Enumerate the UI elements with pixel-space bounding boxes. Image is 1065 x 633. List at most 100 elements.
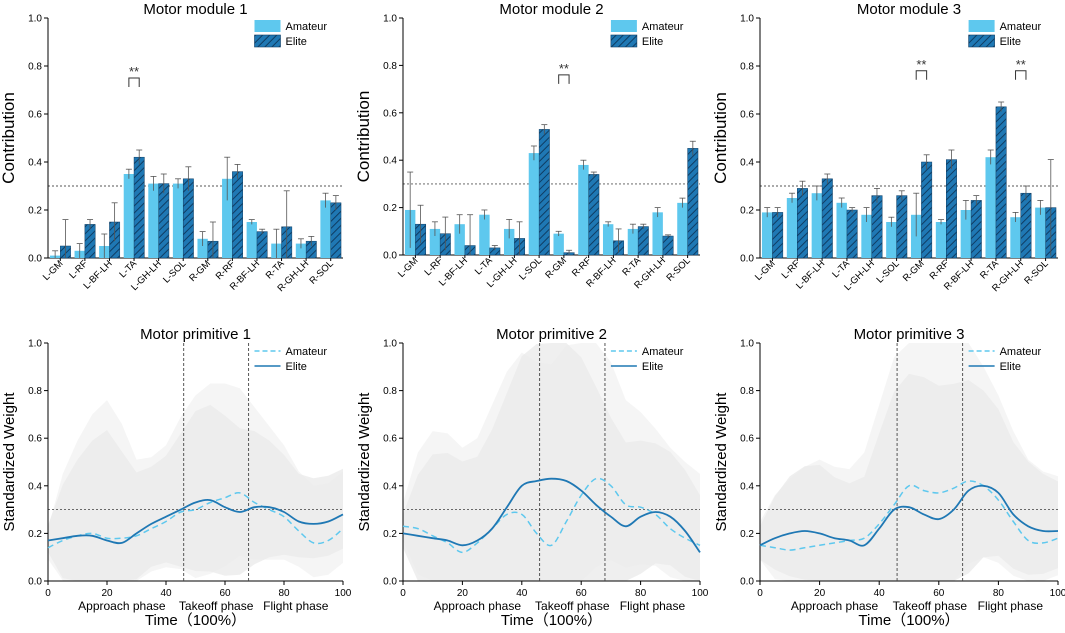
y-tick-label: 0.4 <box>383 481 397 492</box>
legend-swatch-amateur <box>968 20 995 32</box>
bar-elite <box>772 212 784 259</box>
significance-label: ** <box>129 64 139 79</box>
y-axis-label: Contribution <box>711 92 730 184</box>
bar-amateur <box>222 178 233 258</box>
bar-amateur <box>1010 217 1021 258</box>
x-axis-label: Time（100%） <box>858 612 959 628</box>
bar-elite <box>662 235 674 256</box>
x-category-label: L-GM <box>396 255 421 280</box>
x-tick-label: 0 <box>757 588 763 599</box>
x-tick-label: 60 <box>219 588 231 599</box>
bar-amateur <box>528 153 540 255</box>
legend-label-amateur: Amateur <box>1000 346 1042 358</box>
bar-elite <box>687 148 699 256</box>
x-category-label: R-SOL <box>308 258 336 286</box>
variability-band-elite <box>760 373 1058 581</box>
bar-amateur <box>320 200 331 258</box>
bar-amateur <box>935 222 947 258</box>
significance-bracket <box>128 77 140 87</box>
legend-label-amateur: Amateur <box>1000 21 1042 33</box>
y-tick-label: 0.4 <box>383 156 397 167</box>
phase-label: Flight phase <box>978 599 1044 613</box>
series-line-amateur <box>47 492 344 549</box>
x-axis-label: Time（100%） <box>501 612 602 628</box>
series-line-elite <box>47 499 344 545</box>
bar-amateur <box>295 243 307 258</box>
bar-elite <box>330 202 342 259</box>
x-tick-label: 40 <box>874 588 886 599</box>
line-chart-panel: 0.0 0.2 0.4 0.6 0.8 1.0 Motor primitive 1 0 20 40… <box>1 326 352 629</box>
legend-swatch-amateur <box>254 20 281 32</box>
bar-amateur <box>985 157 996 258</box>
significance-bracket <box>1015 70 1027 80</box>
x-category-label: L-SOL <box>161 258 188 285</box>
y-tick-label: 0.0 <box>383 251 397 262</box>
x-category-label: R-GM <box>187 258 213 284</box>
bar-elite <box>133 156 145 259</box>
legend-label-amateur: Amateur <box>642 21 684 33</box>
x-tick-label: 0 <box>400 588 406 599</box>
x-tick-label: 60 <box>933 588 945 599</box>
bar-elite <box>232 171 243 259</box>
bar-elite <box>538 129 550 256</box>
bar-elite <box>896 195 908 259</box>
bar-amateur <box>836 202 847 258</box>
y-tick-label: 0.6 <box>740 434 754 445</box>
bar-amateur <box>578 164 589 255</box>
bar-amateur <box>148 183 159 258</box>
chart-title: Motor primitive 3 <box>854 326 965 343</box>
x-tick-label: 100 <box>1050 588 1065 599</box>
legend-label-amateur: Amateur <box>642 346 684 358</box>
bar-amateur <box>960 210 972 258</box>
phase-label: Flight phase <box>620 599 686 613</box>
significance-label: ** <box>559 61 569 76</box>
y-tick-label: 0.2 <box>383 203 397 214</box>
y-tick-label: 0.8 <box>740 386 754 397</box>
bar-amateur <box>429 228 441 255</box>
bar-amateur <box>602 224 614 255</box>
series-line-elite <box>759 484 1059 547</box>
x-category-label: L-GM <box>41 258 66 283</box>
x-tick-label: 80 <box>278 588 290 599</box>
bar-elite <box>256 231 268 259</box>
phase-label: Takeoff phase <box>893 599 968 613</box>
bar-amateur <box>503 228 515 255</box>
y-tick-label: 0.6 <box>740 110 754 121</box>
y-tick-label: 0.4 <box>28 158 42 169</box>
x-tick-label: 40 <box>516 588 528 599</box>
x-tick-label: 80 <box>993 588 1005 599</box>
y-tick-label: 0.0 <box>28 254 42 265</box>
legend-swatch-amateur <box>610 20 637 32</box>
variability-band-elite <box>403 343 700 581</box>
y-tick-label: 1.0 <box>383 339 397 350</box>
bar-amateur <box>761 212 773 258</box>
x-tick-label: 60 <box>576 588 588 599</box>
x-tick-label: 40 <box>160 588 172 599</box>
legend-label-elite: Elite <box>642 36 663 48</box>
y-tick-label: 0.2 <box>740 529 754 540</box>
x-category-label: R-SOL <box>1022 258 1050 286</box>
line-chart-panel: 0.0 0.2 0.4 0.6 0.8 1.0 Motor primitive 3 0 20 40… <box>713 326 1065 629</box>
line-chart-panel: 0.0 0.2 0.4 0.6 0.8 1.0 Motor primitive 2 0 20 40… <box>356 326 709 629</box>
bar-elite <box>637 226 649 256</box>
significance-label: ** <box>916 57 926 72</box>
legend-swatch-elite <box>254 34 281 48</box>
chart-title: Motor module 3 <box>857 1 961 18</box>
y-tick-label: 0.0 <box>740 577 754 588</box>
y-tick-label: 0.2 <box>383 529 397 540</box>
y-tick-label: 0.6 <box>28 110 42 121</box>
phase-label: Approach phase <box>78 599 166 613</box>
x-category-label: R-SOL <box>664 255 692 283</box>
bar-elite <box>821 178 833 259</box>
bar-amateur <box>861 214 872 258</box>
legend-label-elite: Elite <box>286 361 307 373</box>
bar-amateur <box>677 202 688 255</box>
significance-bracket <box>558 74 570 84</box>
y-tick-label: 0.8 <box>383 386 397 397</box>
y-tick-label: 1.0 <box>740 339 754 350</box>
bar-elite <box>158 183 170 259</box>
